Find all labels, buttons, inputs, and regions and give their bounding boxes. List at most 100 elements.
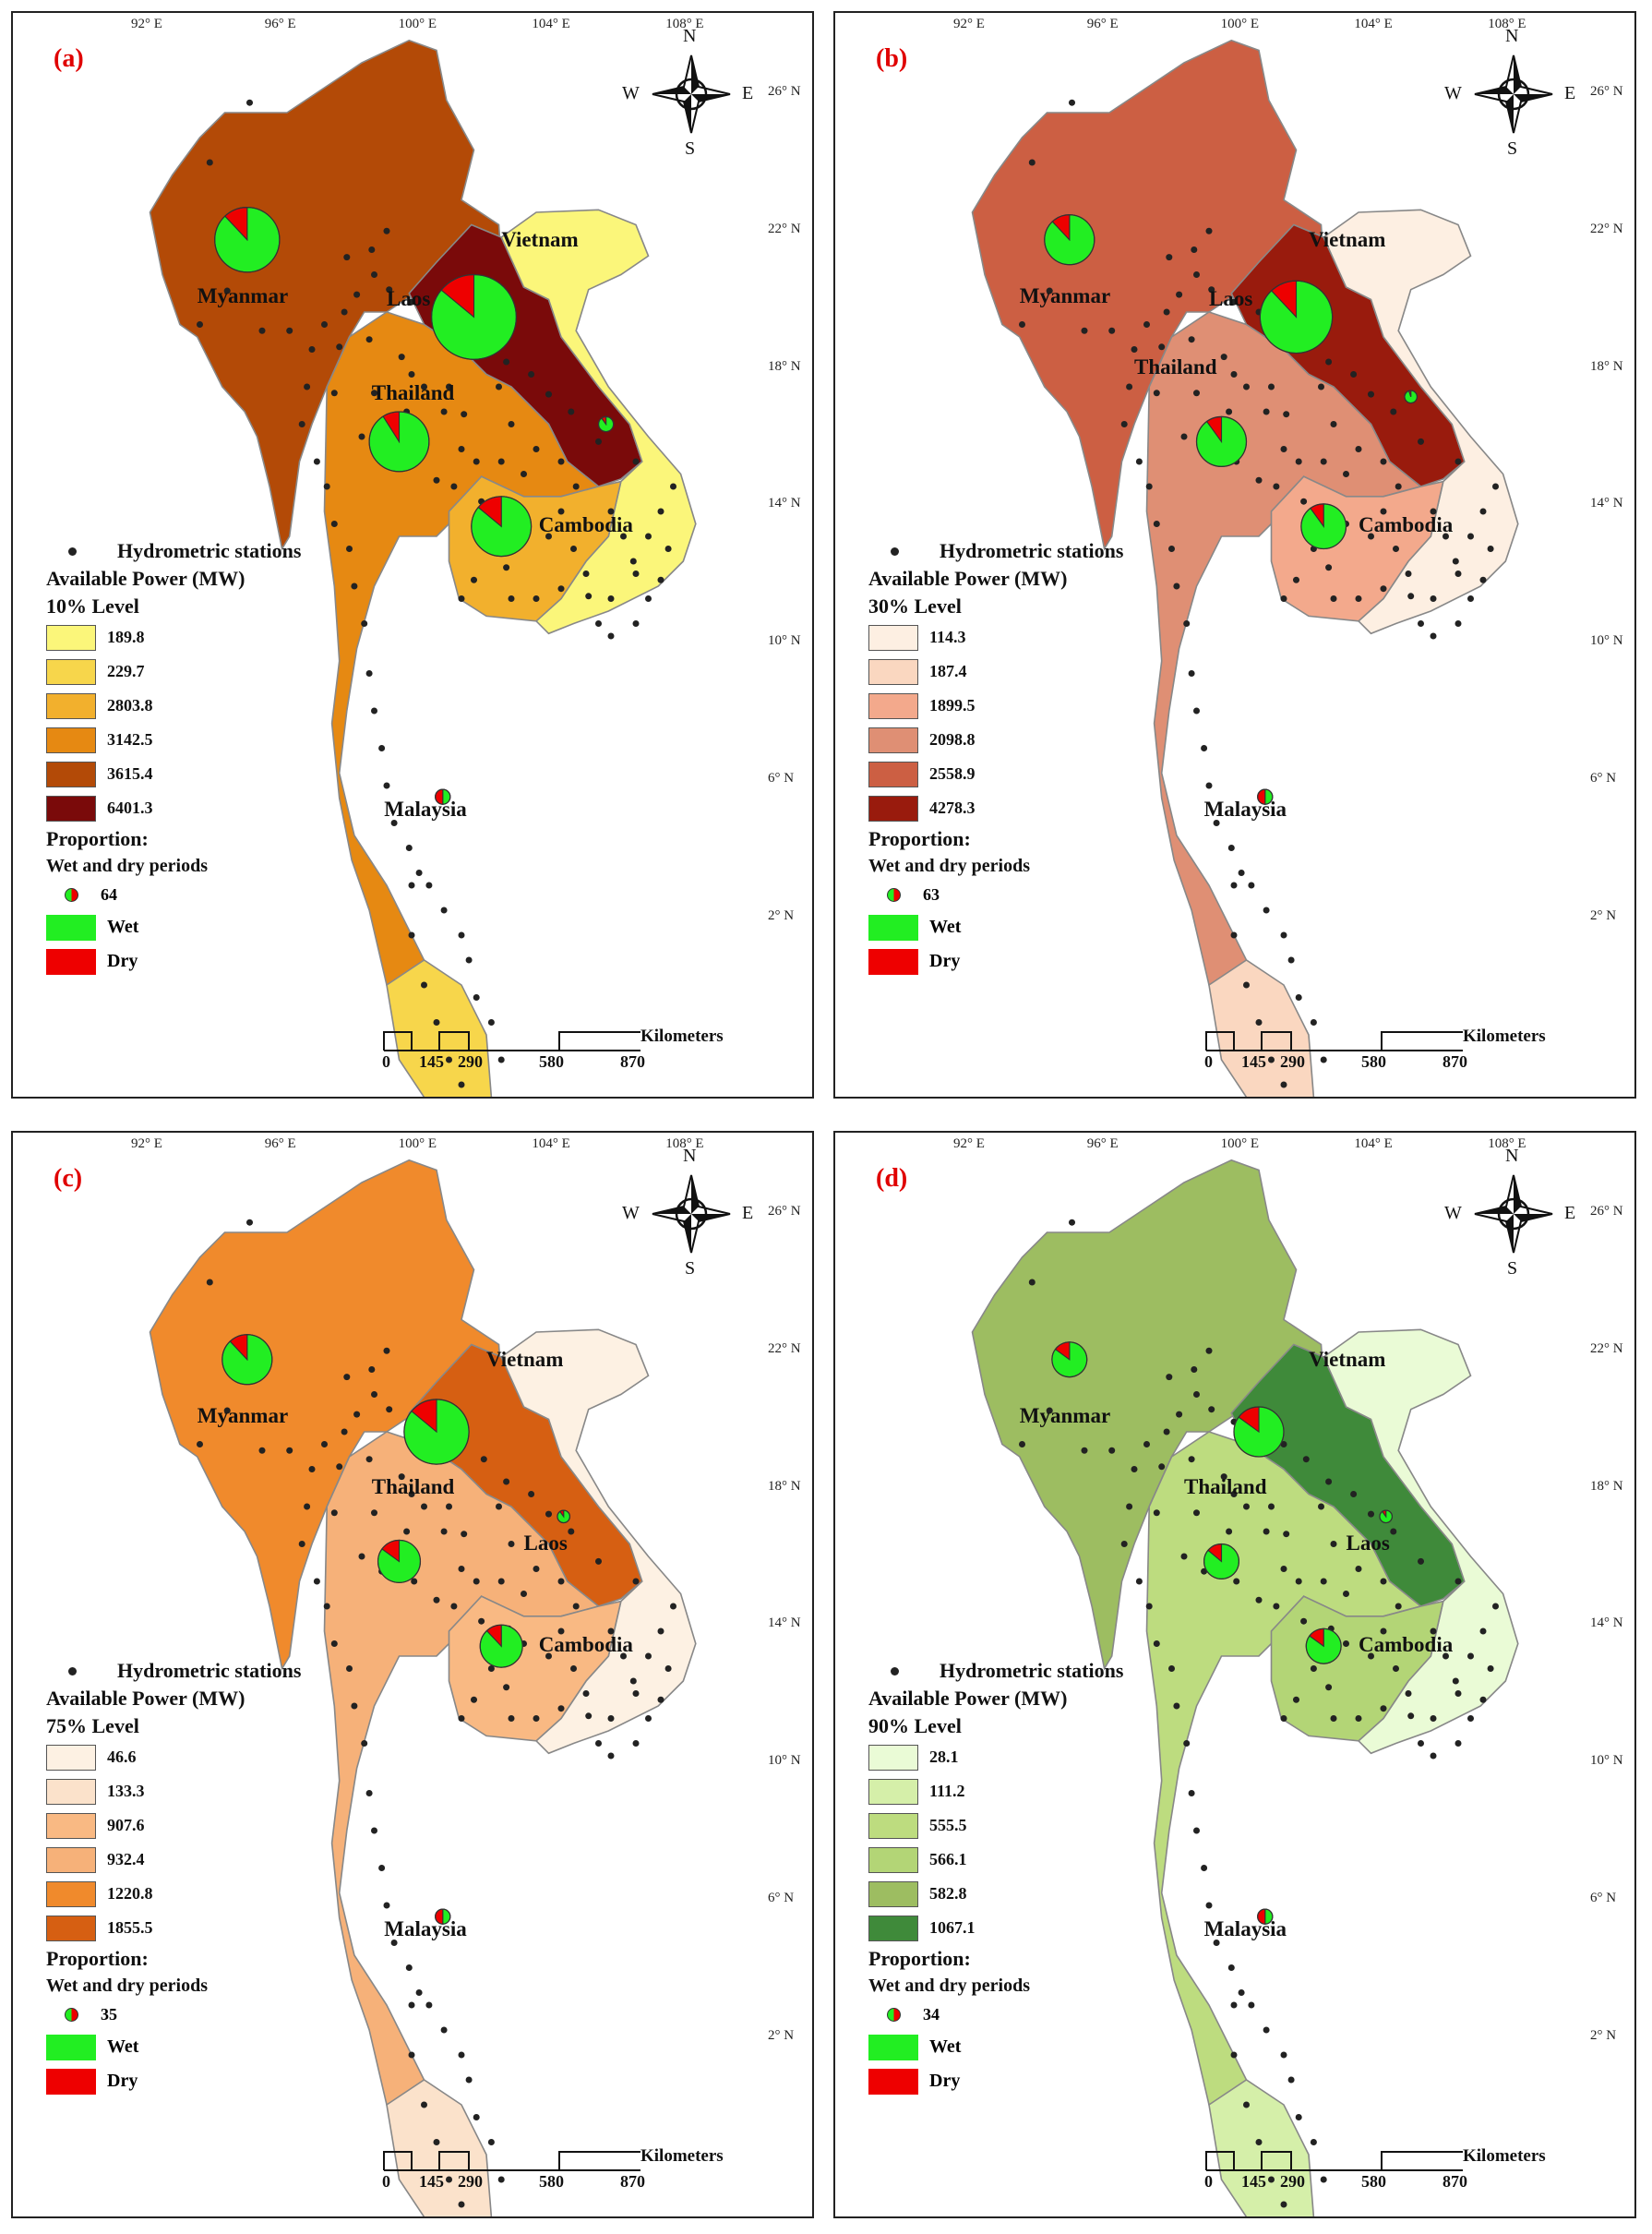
hydrometric-station [440, 1528, 448, 1535]
hydrometric-station [386, 286, 393, 294]
legend-level: 90% Level [868, 1714, 962, 1737]
hydrometric-station [1028, 1279, 1035, 1286]
map-canvas [149, 1159, 731, 2216]
legend-pie-value: 34 [923, 2004, 940, 2024]
hydrometric-station [1454, 619, 1462, 628]
hydrometric-station [370, 707, 378, 715]
hydrometric-station [1300, 1617, 1308, 1625]
legend-pie-size: 63 [868, 879, 1164, 910]
hydrometric-station [433, 1018, 440, 1027]
hydrometric-station [495, 1503, 503, 1510]
hydrometric-station [1430, 1714, 1437, 1723]
legend-class-row: 6401.3 [46, 791, 341, 825]
legend-class-swatch [46, 658, 96, 685]
hydrometric-station [657, 1627, 664, 1635]
hydrometric-station [1325, 1684, 1333, 1691]
hydrometric-station [533, 595, 540, 603]
hydrometric-station [557, 1705, 565, 1712]
hydrometric-station [1454, 458, 1462, 465]
hydrometric-station [1143, 1440, 1151, 1448]
longitude-tick: 92° E [131, 17, 162, 31]
hydrometric-station [353, 291, 361, 298]
panel-label: (c) [54, 1164, 83, 1193]
legend-dry-row: Dry [868, 2064, 1164, 2098]
hydrometric-station [343, 254, 351, 261]
scale-tick-label: 290 [458, 2172, 483, 2191]
hydrometric-station [320, 1440, 329, 1448]
legend-class-swatch [868, 1880, 918, 1907]
longitude-tick: 104° E [1354, 1136, 1393, 1151]
hydrometric-station [644, 1652, 652, 1660]
legend-pie-value: 35 [101, 2004, 117, 2024]
hydrometric-station [657, 508, 664, 515]
hydrometric-station [1120, 1540, 1128, 1548]
hydrometric-station [458, 2051, 465, 2059]
hydrometric-station [370, 1509, 378, 1517]
hydrometric-station [223, 1407, 231, 1414]
legend-wet-row: Wet [868, 910, 1164, 944]
legend-power-title: Available Power (MW) [868, 567, 1068, 590]
hydrometric-station [1220, 354, 1227, 361]
legend-class-value: 932.4 [107, 1850, 145, 1868]
hydrometric-station [425, 882, 433, 889]
hydrometric-station [341, 308, 348, 316]
hydrometric-station [1205, 227, 1213, 234]
hydrometric-station [1280, 1081, 1287, 1088]
hydrometric-station [1192, 1509, 1201, 1517]
legend-class-swatch [46, 795, 96, 822]
hydrometric-station [1163, 308, 1170, 316]
hydrometric-station [1280, 1440, 1287, 1448]
hydrometric-station [1295, 1578, 1302, 1585]
hydrometric-station [461, 1531, 468, 1538]
compass-rose-icon [1474, 1174, 1553, 1254]
compass-s-label: S [685, 138, 696, 159]
legend-class-row: 1067.1 [868, 1911, 1164, 1945]
hydrometric-station [1405, 1689, 1412, 1698]
country-vietnam [1323, 209, 1519, 635]
hydrometric-station [1263, 907, 1270, 914]
hydrometric-station [378, 744, 386, 752]
pie-laos-outline [1233, 1406, 1285, 1458]
hydrometric-station [458, 931, 465, 939]
scale-bar: Kilometers 0 145 290 580 870 [1204, 1025, 1574, 1080]
hydrometric-station [286, 327, 293, 334]
hydrometric-station [323, 483, 330, 490]
scale-unit-label: Kilometers [1463, 2146, 1546, 2166]
hydrometric-station [1355, 1714, 1362, 1723]
hydrometric-station [1283, 411, 1290, 418]
scale-tick-label: 290 [1280, 1052, 1305, 1071]
scale-tick-label: 0 [1204, 1052, 1213, 1071]
hydrometric-station [1131, 345, 1138, 354]
hydrometric-station [361, 619, 368, 628]
legend-class-value: 133.3 [107, 1782, 145, 1800]
hydrometric-station [572, 1603, 580, 1610]
legend-class-row: 28.1 [868, 1740, 1164, 1774]
hydrometric-station [341, 1428, 348, 1435]
scale-tick-label: 870 [1443, 2172, 1467, 2191]
hydrometric-station [1167, 1664, 1176, 1673]
hydrometric-station [1310, 2138, 1317, 2146]
hydrometric-station [1183, 619, 1191, 628]
legend-pie-value: 63 [923, 884, 940, 904]
hydrometric-station [1028, 159, 1035, 166]
latitude-tick: 18° N [1590, 358, 1623, 374]
hydrometric-station [594, 438, 603, 445]
legend-class-row: 1855.5 [46, 1911, 341, 1945]
legend-class-swatch [46, 761, 96, 787]
longitude-tick: 92° E [953, 1136, 985, 1151]
hydrometric-station [1452, 1677, 1459, 1685]
legend-dry-swatch [46, 948, 96, 975]
latitude-tick: 26° N [768, 1204, 801, 1219]
map-layer [149, 1159, 697, 2216]
hydrometric-station [572, 483, 580, 490]
legend-level: 10% Level [46, 595, 139, 618]
hydrometric-station [1273, 483, 1280, 490]
longitude-tick: 108° E [1488, 17, 1526, 31]
hydrometric-station [286, 1447, 293, 1454]
hydrometric-station [1430, 1627, 1437, 1635]
compass-n-label: N [1505, 26, 1519, 46]
hydrometric-station [1491, 483, 1500, 490]
hydrometric-station [1479, 508, 1487, 515]
latitude-tick: 26° N [1590, 1204, 1623, 1219]
latitude-tick: 10° N [768, 1753, 801, 1769]
